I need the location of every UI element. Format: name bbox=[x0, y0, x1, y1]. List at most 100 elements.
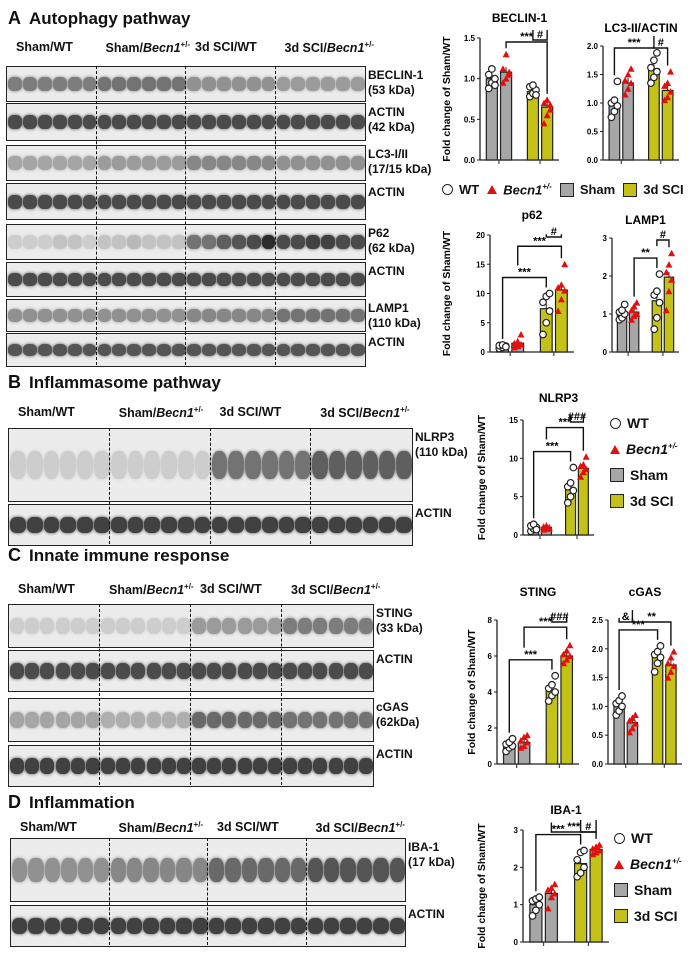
blot-band bbox=[8, 114, 22, 130]
blot-band bbox=[187, 114, 201, 130]
y-tick-label: 1.0 bbox=[464, 75, 476, 84]
molecular-weight: (42 kDa) bbox=[368, 120, 415, 134]
significance-bracket bbox=[550, 822, 597, 839]
blot-band bbox=[25, 617, 40, 635]
point-wt bbox=[501, 342, 510, 351]
blot-band bbox=[321, 156, 336, 170]
point-wt bbox=[610, 96, 619, 105]
bar bbox=[626, 721, 639, 765]
point-becn bbox=[557, 295, 565, 303]
blot-band bbox=[93, 517, 110, 533]
chart-iba1: IBA-1 Fold change of Sham/WT 0 1 2 3 *** *** # bbox=[475, 800, 615, 950]
blot-band bbox=[261, 517, 278, 533]
blot-band bbox=[43, 450, 60, 480]
blot-band bbox=[94, 918, 110, 934]
point-becn bbox=[554, 307, 562, 315]
chart-title: NLRP3 bbox=[539, 391, 579, 405]
protein-name: ACTIN bbox=[376, 747, 413, 761]
blot-band bbox=[261, 272, 276, 287]
significance-label: *** bbox=[632, 619, 646, 631]
legend-sci: 3d SCI bbox=[634, 908, 678, 924]
point-becn bbox=[502, 50, 510, 58]
blot-band bbox=[340, 918, 356, 934]
significance-label: *** bbox=[524, 649, 538, 661]
group-header: Sham/Becn1+/- bbox=[106, 40, 191, 55]
y-tick-label: 0 bbox=[603, 348, 608, 357]
point-becn bbox=[563, 656, 571, 663]
blot-band bbox=[241, 857, 258, 883]
genotype-label: Becn1 bbox=[146, 583, 185, 598]
group-divider bbox=[190, 604, 191, 785]
blot-band bbox=[187, 156, 201, 170]
blot-band bbox=[207, 617, 222, 635]
blot-band bbox=[261, 343, 276, 357]
significance-bracket bbox=[517, 245, 563, 266]
blot-band bbox=[252, 617, 267, 635]
blot-iba-1 bbox=[10, 838, 406, 902]
blot-band bbox=[143, 857, 159, 883]
blot-band bbox=[356, 918, 373, 934]
blot-actin bbox=[8, 745, 374, 787]
blot-band bbox=[172, 194, 186, 209]
blot-band bbox=[283, 663, 298, 679]
blot-band bbox=[161, 663, 176, 679]
blot-band bbox=[246, 77, 261, 91]
blot-band bbox=[246, 272, 261, 287]
blot-band bbox=[307, 857, 323, 883]
point-becn bbox=[627, 79, 635, 87]
blot-band bbox=[172, 272, 186, 287]
blot-band bbox=[43, 517, 60, 533]
group-divider bbox=[185, 66, 186, 365]
blot-band bbox=[351, 114, 365, 130]
point-becn bbox=[589, 850, 597, 858]
blot-band bbox=[228, 450, 245, 480]
blot-actin bbox=[6, 262, 366, 297]
significance-label: *** bbox=[567, 821, 581, 833]
blot-band bbox=[379, 517, 396, 533]
y-tick-label: 3 bbox=[514, 826, 519, 835]
blot-band bbox=[336, 156, 351, 170]
blot-band bbox=[146, 711, 161, 729]
blot-actin bbox=[10, 905, 406, 947]
blot-band bbox=[25, 663, 40, 679]
y-axis-label: Fold change of Sham/WT bbox=[476, 823, 488, 949]
legend-sham: Sham bbox=[634, 882, 673, 898]
y-tick-label: 5 bbox=[481, 319, 486, 328]
legend-d: WT Becn1+/- Sham 3d SCI bbox=[614, 830, 682, 924]
panel-title-text: Autophagy pathway bbox=[29, 9, 191, 28]
molecular-weight: (53 kDa) bbox=[368, 83, 415, 97]
point-wt bbox=[576, 869, 585, 877]
molecular-weight: (110 kDa) bbox=[415, 445, 468, 459]
group-label: 3d SCI/WT bbox=[217, 820, 279, 834]
blot-band bbox=[127, 194, 142, 209]
significance-label: ### bbox=[550, 611, 568, 623]
blot-band bbox=[55, 617, 70, 635]
point-becn bbox=[624, 71, 632, 78]
molecular-weight: (110 kDa) bbox=[368, 316, 421, 330]
y-tick-label: 0.5 bbox=[587, 128, 599, 137]
point-becn bbox=[505, 71, 513, 78]
blot-band bbox=[306, 309, 321, 322]
point-wt bbox=[655, 270, 664, 278]
blot-band bbox=[110, 918, 126, 934]
blot-band bbox=[8, 156, 22, 170]
blot-band bbox=[340, 857, 356, 883]
blot-band bbox=[252, 711, 267, 729]
y-tick-label: 2 bbox=[514, 863, 519, 872]
blot-band bbox=[201, 343, 216, 357]
point-becn bbox=[664, 659, 672, 667]
y-axis-label: Fold change of Sham/WT bbox=[441, 36, 453, 162]
blot-band bbox=[373, 918, 389, 934]
y-tick-label: 1 bbox=[603, 310, 608, 319]
blot-band bbox=[276, 156, 291, 170]
blot-band bbox=[25, 711, 40, 729]
blot-band bbox=[67, 114, 82, 130]
blot-band bbox=[283, 617, 298, 635]
blot-band bbox=[22, 309, 37, 322]
blot-band bbox=[52, 156, 67, 170]
point-wt bbox=[545, 307, 554, 315]
blot-band bbox=[237, 663, 252, 679]
blot-band bbox=[82, 114, 97, 130]
blot-band bbox=[37, 77, 52, 91]
blot-band bbox=[67, 235, 82, 249]
